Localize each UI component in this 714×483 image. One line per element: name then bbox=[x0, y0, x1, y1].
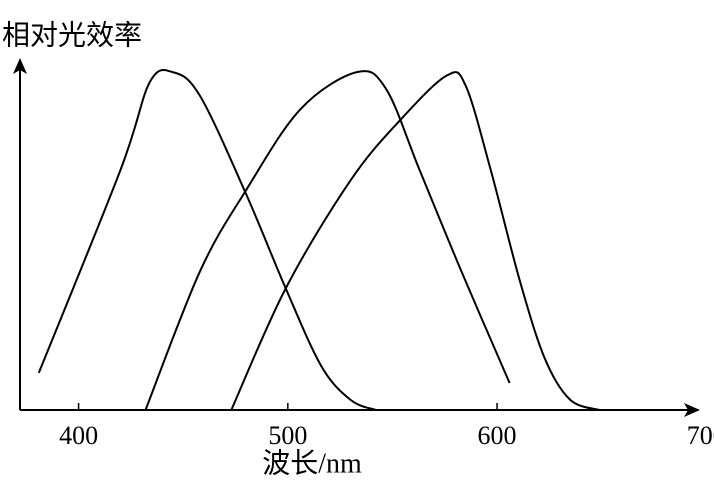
curve bbox=[37, 69, 377, 411]
x-tick-label: 700 bbox=[687, 421, 714, 450]
curve bbox=[144, 70, 511, 411]
curve bbox=[230, 71, 600, 411]
x-tick-label: 400 bbox=[59, 421, 98, 450]
y-axis-label: 相对光效率 bbox=[2, 19, 142, 51]
x-tick-label: 500 bbox=[268, 421, 307, 450]
x-axis-label: 波长/nm bbox=[262, 447, 362, 479]
x-tick-label: 600 bbox=[478, 421, 517, 450]
y-axis-arrow bbox=[13, 58, 27, 74]
x-axis-arrow bbox=[684, 403, 700, 417]
